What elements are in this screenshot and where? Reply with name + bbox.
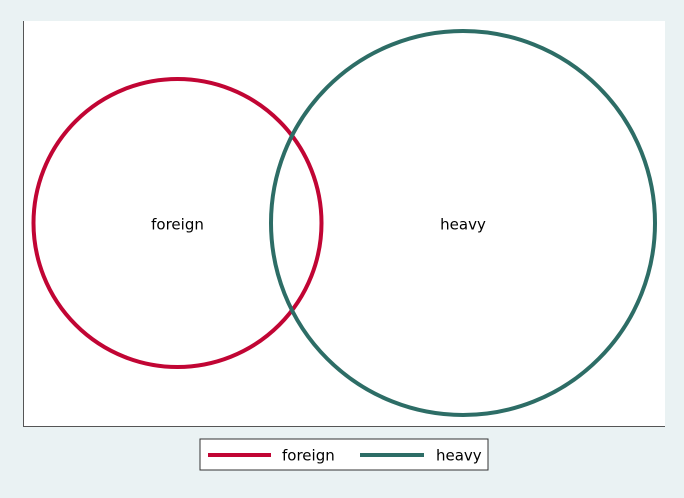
legend: foreign heavy [199, 438, 489, 471]
foreign-circle [31, 77, 324, 369]
plot-area [23, 21, 665, 426]
legend-label-heavy: heavy [436, 447, 482, 465]
heavy-circle [269, 29, 657, 417]
legend-label-foreign: foreign [282, 447, 335, 465]
foreign-circle-label: foreign [151, 216, 204, 234]
heavy-circle-label: heavy [440, 216, 486, 234]
